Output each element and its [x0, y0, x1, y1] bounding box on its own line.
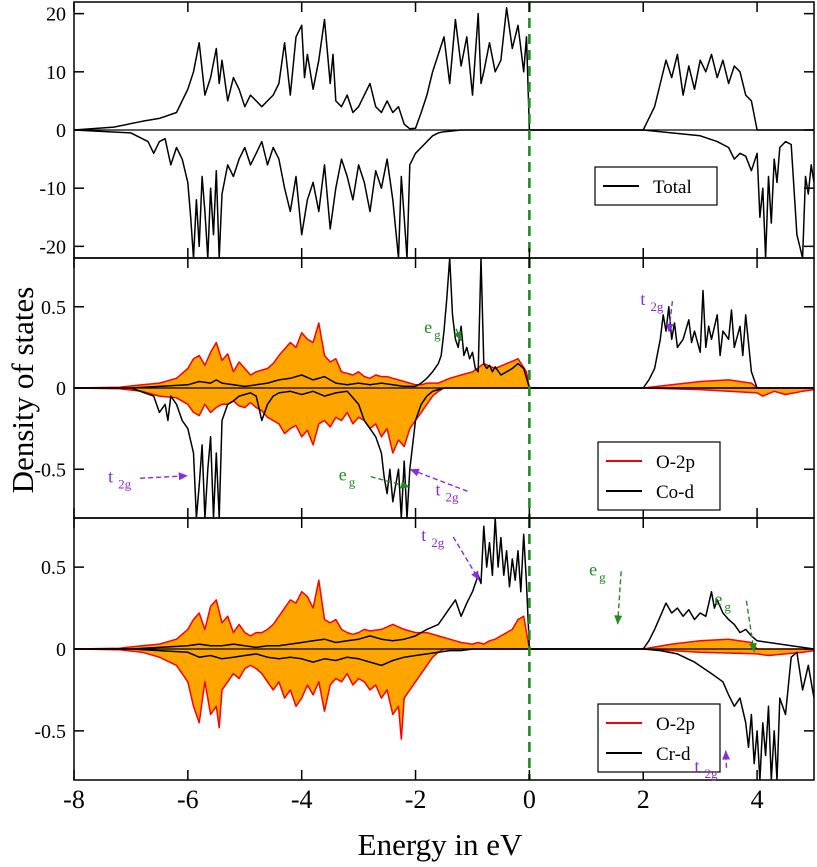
panel-total: 20 10 0 -10 -20 Total: [39, 1, 815, 259]
annotation-subscript: g: [599, 569, 606, 584]
annotation-arrowhead: [471, 570, 480, 581]
annotation-t2g: t 2g: [421, 525, 480, 581]
annotation-arrowhead: [748, 642, 757, 653]
y-tick-label: 0.5: [41, 557, 66, 579]
x-tick-label: -6: [177, 785, 199, 814]
annotation-label: t: [640, 289, 645, 309]
series-co-d-down: [74, 387, 814, 518]
y-tick-label: -0.5: [34, 459, 66, 481]
annotation-subscript: 2g: [445, 489, 459, 504]
y-tick-label: 0: [56, 378, 66, 400]
y-axis-title: Density of states: [5, 287, 40, 494]
legend-label: Cr-d: [656, 744, 691, 765]
legend-label: Co-d: [656, 482, 695, 503]
annotation-subscript: g: [724, 599, 731, 614]
annotation-arrow: [409, 468, 468, 492]
annotation-arrowhead: [178, 472, 188, 481]
x-tick-label: -4: [291, 785, 313, 814]
series-cr-d-up: [74, 518, 814, 650]
annotation-label: t: [421, 525, 426, 545]
legend-label: O-2p: [656, 714, 695, 735]
series-co-d-up: [74, 258, 814, 389]
o2p-fill-up: [74, 580, 814, 649]
annotation-label: t: [108, 466, 113, 486]
x-tick-label: -2: [405, 785, 427, 814]
annotation-arrowhead: [722, 750, 731, 760]
plot-area-Co: [74, 258, 814, 518]
y-tick-label: -0.5: [34, 721, 66, 743]
y-tick-label: 0: [56, 120, 66, 142]
legend-Cr: O-2p Cr-d: [597, 703, 721, 773]
o2p-fill-up: [74, 323, 814, 388]
annotation-label: t: [694, 756, 699, 776]
annotation-subscript: g: [349, 475, 356, 490]
series-o-2p-up: [74, 579, 814, 650]
annotation-t2g: t 2g: [409, 468, 468, 504]
plot-area-Cr: [74, 518, 814, 780]
x-tick-label: 4: [751, 785, 764, 814]
x-tick-label: 0: [523, 785, 536, 814]
x-tick-label: -8: [63, 785, 85, 814]
legend-total: Total: [594, 166, 718, 206]
annotation-arrowhead: [409, 468, 420, 477]
legend-Co: O-2p Co-d: [597, 441, 721, 511]
annotation-t2g: t 2g: [694, 750, 731, 781]
annotation-arrowhead: [665, 323, 674, 333]
annotation-subscript: 2g: [118, 476, 131, 491]
y-tick-label: 20: [46, 4, 66, 26]
annotation-arrowhead: [614, 615, 623, 625]
series-o-2p-up: [74, 322, 814, 389]
plot-area-total: [74, 2, 814, 258]
annotation-label: e: [424, 317, 432, 337]
legend-box: [597, 441, 721, 511]
y-tick-label: 10: [46, 62, 66, 84]
annotation-subscript: 2g: [431, 535, 445, 550]
annotation-label: e: [714, 589, 722, 609]
annotation-label: e: [589, 559, 597, 579]
annotation-label: e: [339, 465, 347, 485]
annotation-subscript: g: [434, 327, 441, 342]
y-tick-label: -20: [39, 236, 66, 258]
annotation-arrowhead: [400, 480, 410, 489]
x-tick-label: 2: [637, 785, 650, 814]
y-tick-label: 0.5: [41, 297, 66, 319]
y-tick-label: -10: [39, 178, 66, 200]
legend-box: [597, 703, 721, 773]
legend-label: O-2p: [656, 452, 695, 473]
y-tick-label: 0: [56, 639, 66, 661]
annotation-subscript: 2g: [704, 766, 718, 781]
annotation-arrowhead: [453, 331, 462, 341]
series-o-2p-down: [74, 387, 814, 454]
series-total-down: [74, 129, 814, 258]
x-axis-title: Energy in eV: [358, 827, 523, 862]
annotation-t2g: t 2g: [640, 289, 674, 333]
o2p-fill-down: [74, 388, 814, 453]
annotation-t2g: t 2g: [108, 466, 188, 491]
annotation-subscript: 2g: [650, 299, 664, 314]
legend-label: Total: [653, 177, 692, 198]
annotation-label: t: [435, 479, 440, 499]
x-tick-labels: -8 -6 -4 -2 0 2 4: [63, 785, 763, 814]
series-total-up: [74, 7, 814, 131]
series-o-2p-down: [74, 648, 814, 740]
